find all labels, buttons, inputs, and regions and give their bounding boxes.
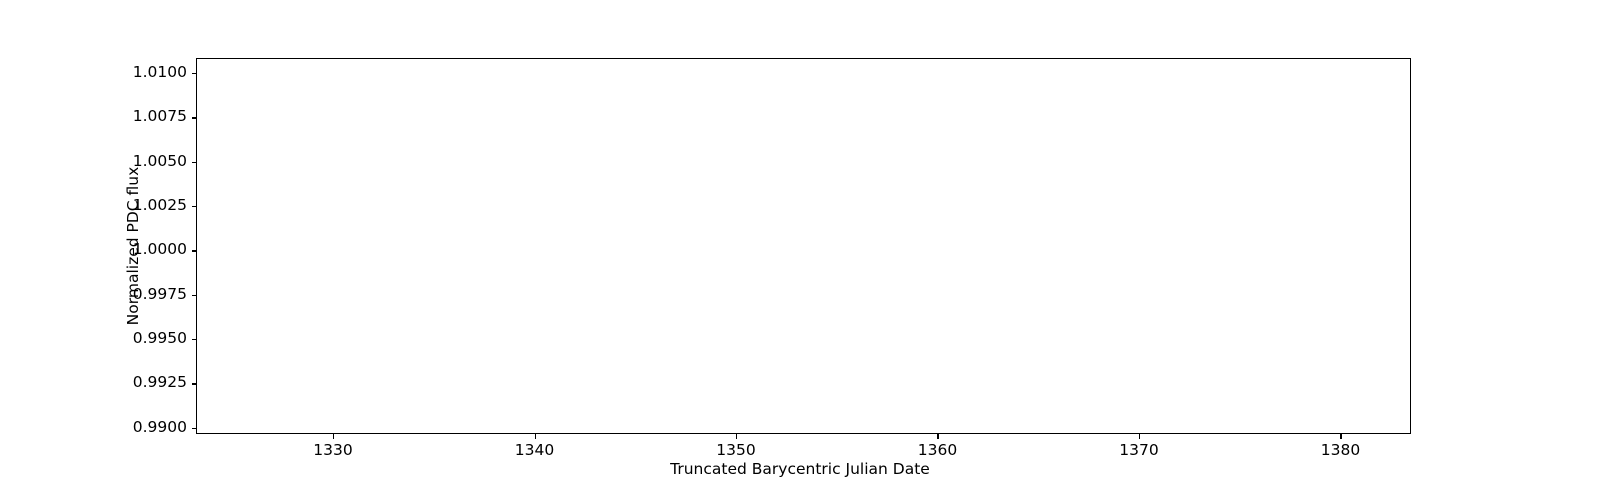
x-tick-mark [937, 434, 939, 439]
x-tick-label: 1360 [917, 441, 958, 459]
x-tick-mark [1138, 434, 1141, 439]
x-tick-label: 1370 [1119, 441, 1159, 459]
x-axis-label: Truncated Barycentric Julian Date [670, 460, 930, 478]
y-tick-label: 1.0050 [132, 151, 187, 170]
x-tick-label: 1380 [1320, 441, 1361, 459]
y-tick-label: 1.0075 [132, 107, 187, 126]
x-tick-mark [534, 434, 536, 439]
x-tick-mark [333, 434, 335, 439]
y-axis-label: Normalized PDC flux [124, 166, 142, 326]
plot-axes [196, 58, 1411, 434]
x-tick-mark [736, 434, 738, 439]
x-tick-mark [1340, 434, 1342, 439]
y-tick-label: 0.9900 [132, 417, 187, 436]
y-tick-label: 1.0025 [132, 196, 187, 215]
y-tick-label: 0.9975 [132, 284, 187, 303]
y-tick-label: 0.9925 [132, 373, 187, 392]
x-tick-label: 1330 [313, 441, 353, 459]
scatter-plot-canvas [197, 59, 1410, 433]
y-tick-label: 1.0000 [132, 240, 187, 259]
x-tick-label: 1350 [716, 441, 756, 459]
x-tick-label: 1340 [514, 441, 555, 459]
y-tick-label: 0.9950 [132, 329, 187, 348]
y-tick-label: 1.0100 [132, 63, 187, 82]
